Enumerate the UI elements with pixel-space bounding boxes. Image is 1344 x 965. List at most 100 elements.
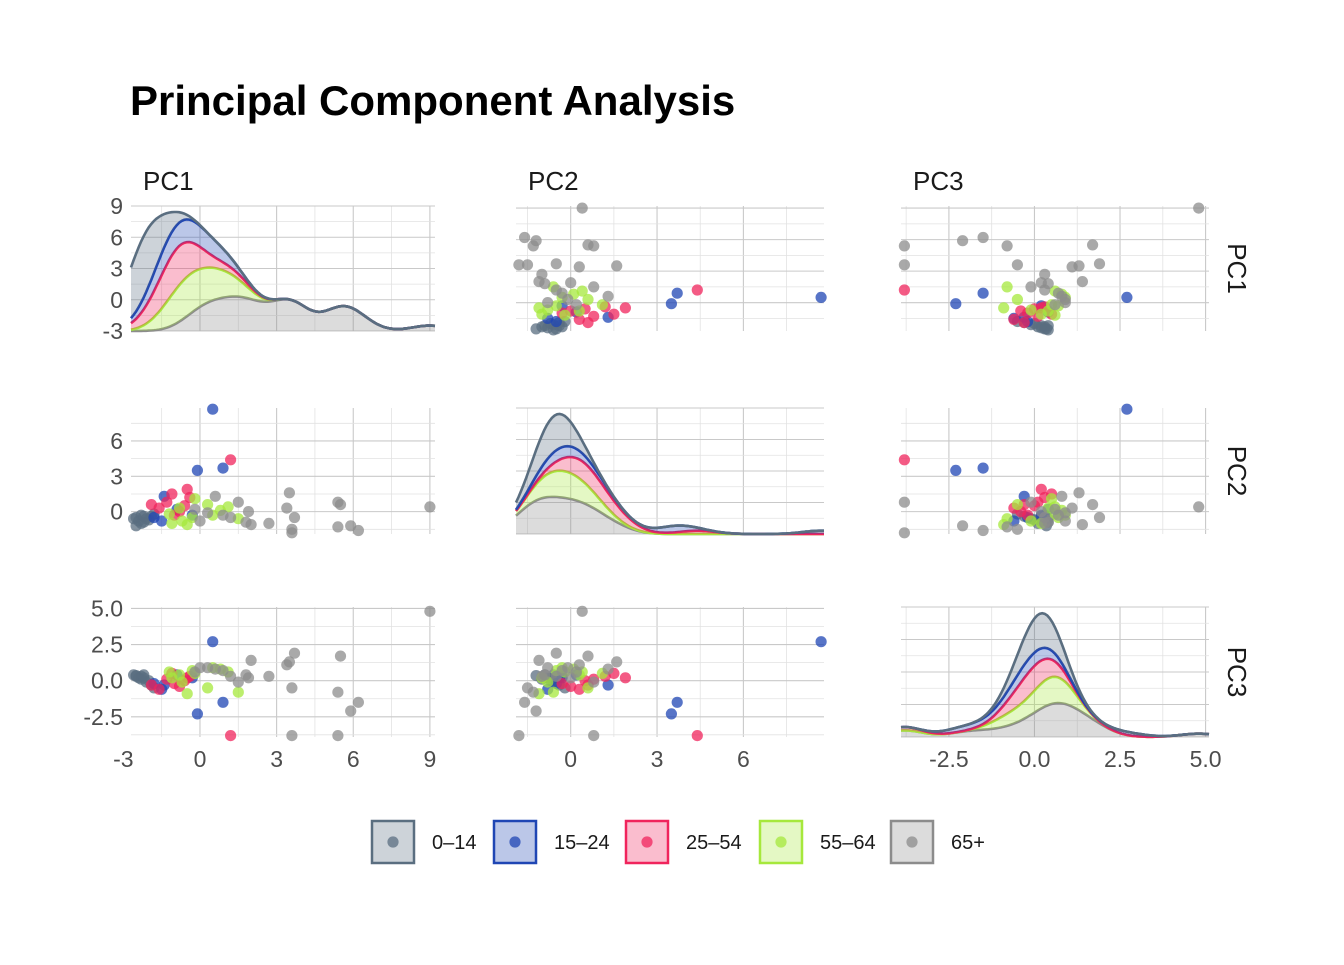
legend-item: 15–24 — [492, 819, 610, 865]
data-point — [194, 515, 206, 527]
data-point — [550, 315, 562, 328]
legend-label: 0–14 — [432, 832, 477, 854]
data-point — [222, 501, 234, 513]
density-area-65+ — [901, 703, 1209, 737]
data-point — [977, 287, 989, 299]
data-point — [573, 313, 585, 325]
density-area-55–64 — [516, 470, 824, 534]
data-point — [1025, 496, 1037, 508]
data-point — [573, 261, 585, 273]
data-point — [576, 285, 588, 297]
data-point — [1059, 515, 1071, 527]
data-point — [521, 682, 534, 694]
data-point — [166, 517, 178, 530]
data-point — [332, 521, 344, 533]
y-tick-label: 0 — [110, 287, 123, 313]
density-area-25–54 — [516, 457, 824, 534]
data-point — [281, 659, 293, 671]
data-point — [691, 284, 703, 296]
data-point — [288, 647, 301, 659]
data-point — [530, 323, 542, 335]
panel-pc2-pc3: PC2 — [898, 403, 1252, 539]
data-point — [424, 501, 436, 513]
data-point — [562, 662, 574, 674]
legend-item: 65+ — [889, 819, 985, 865]
panel-pc1-pc1: -3 0 3 6 9 PC1 — [103, 166, 436, 344]
data-point — [176, 676, 188, 688]
data-point — [573, 683, 585, 695]
data-point — [602, 679, 614, 691]
density-line-0–14 — [900, 611, 1210, 738]
data-point — [217, 462, 229, 474]
data-point — [1087, 499, 1099, 511]
y-tick-label: 6 — [110, 224, 123, 250]
data-point — [1011, 259, 1024, 271]
data-point — [202, 682, 214, 694]
data-point — [1087, 239, 1099, 251]
data-point — [582, 650, 594, 662]
data-point — [1049, 503, 1061, 515]
data-point — [345, 705, 357, 717]
data-point — [898, 284, 911, 296]
data-point — [576, 202, 588, 214]
data-point — [550, 647, 562, 659]
data-point — [166, 488, 178, 500]
data-point — [957, 235, 969, 247]
x-tick-label: 9 — [423, 746, 436, 772]
data-point — [128, 669, 140, 681]
data-point — [1001, 521, 1013, 533]
data-point — [513, 730, 525, 742]
data-point — [521, 259, 534, 271]
data-point — [1073, 487, 1085, 499]
data-point — [1059, 507, 1071, 519]
strip-label-pc3: PC3 — [913, 166, 964, 196]
data-point — [619, 672, 632, 684]
data-point — [588, 310, 600, 322]
y-tick-label: 2.5 — [91, 632, 123, 658]
data-point — [1011, 293, 1024, 306]
data-point — [232, 676, 244, 688]
data-point — [1008, 313, 1020, 325]
density-area-65+ — [516, 496, 824, 534]
data-point — [602, 290, 614, 302]
data-point — [1011, 499, 1024, 511]
data-point — [181, 688, 193, 700]
data-point — [665, 298, 678, 310]
data-point — [539, 669, 551, 681]
data-point — [1059, 297, 1071, 309]
data-point — [283, 487, 295, 499]
data-point — [189, 503, 201, 515]
x-tick-label: 0 — [564, 746, 577, 772]
data-point — [263, 670, 275, 682]
legend-item: 0–14 — [370, 819, 477, 865]
data-point — [286, 682, 298, 694]
legend-marker — [509, 836, 521, 848]
data-point — [1056, 490, 1068, 502]
legend-marker — [641, 836, 653, 848]
data-point — [173, 502, 186, 514]
data-point — [191, 708, 203, 720]
data-point — [898, 454, 911, 466]
data-point — [611, 260, 623, 272]
density-area-0–14 — [131, 212, 435, 329]
data-point — [1001, 281, 1013, 293]
data-point — [691, 730, 703, 742]
data-point — [288, 511, 301, 524]
data-point — [565, 680, 577, 693]
strip-label-pc1: PC1 — [1222, 243, 1252, 294]
x-tick-label: 3 — [651, 746, 664, 772]
data-point — [281, 502, 293, 514]
x-tick-label: -3 — [113, 746, 133, 772]
data-point — [898, 527, 911, 539]
panel-pc2-pc2 — [514, 407, 824, 536]
data-point — [665, 708, 678, 720]
data-point — [332, 730, 344, 742]
chart-title: Principal Component Analysis — [130, 77, 735, 124]
data-point — [565, 277, 577, 289]
data-point — [1121, 291, 1133, 303]
data-point — [1011, 523, 1024, 535]
data-point — [542, 297, 554, 309]
y-tick-label: 0 — [110, 499, 123, 525]
legend-marker — [387, 836, 399, 848]
